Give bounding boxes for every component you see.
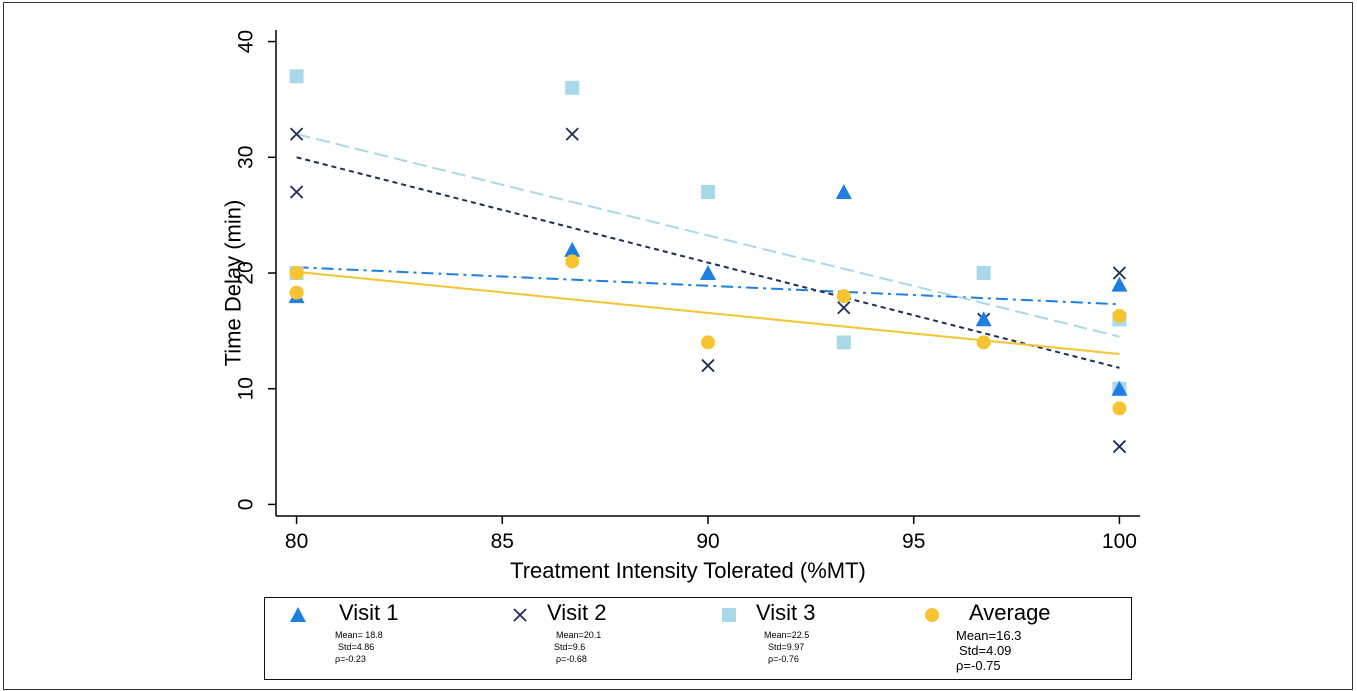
x-tick-label: 100 xyxy=(1102,530,1137,553)
data-point-average xyxy=(1112,401,1127,416)
data-point-average xyxy=(976,335,991,350)
scatter-plot: 80 85 90 95 100 0 10 20 30 40 Treatment Intensity … xyxy=(221,30,1140,583)
legend-stat: Mean=20.1 xyxy=(556,630,602,640)
legend-stat: Mean= 18.8 xyxy=(335,630,383,640)
legend-stat: ρ=-0.23 xyxy=(335,654,366,664)
legend-entry-visit-1: Visit 1 Mean= 18.8 Std=4.86 ρ=-0.23 xyxy=(283,598,503,679)
data-point-visit-2 xyxy=(1112,266,1127,280)
data-point-average xyxy=(289,266,304,280)
data-point-average xyxy=(836,289,851,304)
y-tick-label: 0 xyxy=(235,499,258,511)
data-point-visit-1 xyxy=(1111,276,1128,292)
legend-marker-circle xyxy=(925,608,939,622)
legend-symbol xyxy=(722,608,736,622)
legend-stat: ρ=-0.76 xyxy=(768,654,799,664)
x-tick-label: 95 xyxy=(902,530,925,553)
x-tick-label: 85 xyxy=(491,530,514,553)
legend-stat: Mean=16.3 xyxy=(956,628,1022,643)
legend-stat: Std=4.86 xyxy=(338,642,375,652)
data-point-visit-2 xyxy=(701,358,715,373)
data-point-visit-3 xyxy=(565,80,580,95)
legend-symbol xyxy=(925,608,939,622)
data-point-average xyxy=(289,285,304,300)
fit-line-visit-3 xyxy=(296,133,1120,338)
legend: Visit 1 Mean= 18.8 Std=4.86 ρ=-0.23 Visit 2 M… xyxy=(264,597,1132,680)
legend-symbol xyxy=(290,607,306,622)
data-point-visit-1 xyxy=(1111,380,1128,396)
legend-stat: ρ=-0.68 xyxy=(556,654,587,664)
x-tick-label: 90 xyxy=(696,530,719,553)
legend-symbol xyxy=(513,608,527,622)
y-tick-label: 40 xyxy=(235,30,258,53)
legend-stat: ρ=-0.75 xyxy=(956,658,1001,673)
data-point-visit-2 xyxy=(289,185,304,199)
fit-line-visit-1 xyxy=(296,266,1120,306)
legend-marker-triangle xyxy=(290,607,306,622)
data-point-visit-2 xyxy=(1112,439,1127,454)
y-tick-label: 10 xyxy=(235,377,258,400)
data-point-average xyxy=(1112,308,1127,323)
legend-marker-square xyxy=(722,608,736,622)
y-tick-label: 30 xyxy=(235,146,258,169)
x-axis-label: Treatment Intensity Tolerated (%MT) xyxy=(510,558,866,583)
data-point-visit-2 xyxy=(565,127,579,141)
data-point-visit-3 xyxy=(836,335,851,350)
y-tick-label: 20 xyxy=(235,261,258,284)
legend-stat: Std=9.6 xyxy=(554,642,586,652)
y-axis-label: Time Delay (min) xyxy=(221,200,246,367)
legend-entry-visit-3: Visit 3 Mean=22.5 Std=9.97 ρ=-0.76 xyxy=(714,598,934,679)
legend-marker-cross xyxy=(513,608,527,622)
data-point-visit-3 xyxy=(701,185,715,199)
data-point-average xyxy=(565,254,580,269)
legend-label: Visit 3 xyxy=(756,600,816,625)
data-point-visit-3 xyxy=(289,69,304,84)
legend-entry-average: Average Mean=16.3 Std=4.09 ρ=-0.75 xyxy=(917,598,1137,679)
legend-stat: Std=9.97 xyxy=(768,642,805,652)
data-point-visit-2 xyxy=(837,301,851,315)
legend-stat: Std=4.09 xyxy=(959,643,1012,658)
data-point-visit-1 xyxy=(700,265,716,280)
data-point-average xyxy=(701,335,715,350)
data-point-visit-1 xyxy=(564,241,581,257)
legend-label: Average xyxy=(969,600,1051,625)
legend-entry-visit-2: Visit 2 Mean=20.1 Std=9.6 ρ=-0.68 xyxy=(505,598,725,679)
data-point-visit-1 xyxy=(835,184,852,199)
legend-label: Visit 1 xyxy=(339,600,399,625)
fit-line-visit-2 xyxy=(296,156,1120,369)
figure-border xyxy=(3,2,1353,690)
x-tick-label: 80 xyxy=(285,530,308,553)
data-point-visit-2 xyxy=(289,127,304,141)
legend-stat: Mean=22.5 xyxy=(764,630,810,640)
data-point-visit-3 xyxy=(976,266,991,280)
data-point-visit-1 xyxy=(975,311,992,327)
legend-label: Visit 2 xyxy=(547,600,607,625)
